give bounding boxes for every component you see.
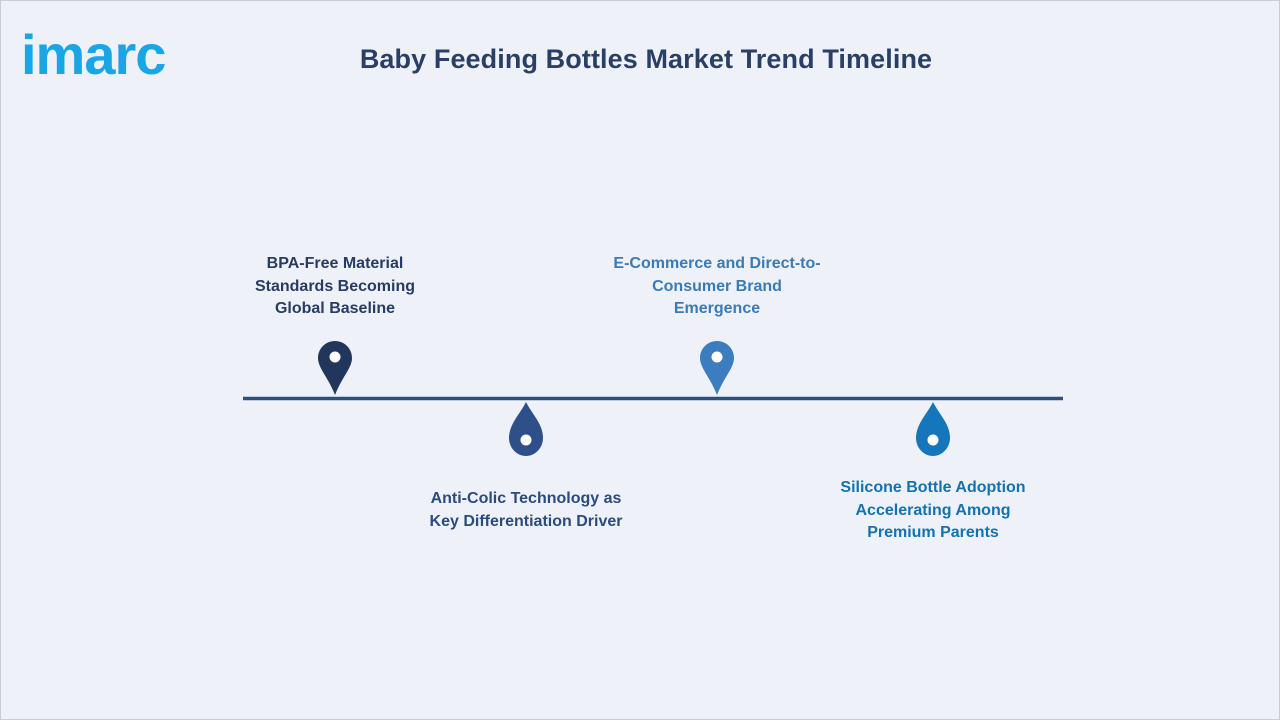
event-label-line: BPA-Free Material	[266, 255, 404, 272]
map-pin-icon	[700, 341, 734, 395]
timeline-event-label: BPA-Free Material Standards Becoming Glo…	[215, 253, 455, 321]
event-label-line: Anti-Colic Technology as	[430, 490, 622, 507]
event-label-line: Premium Parents	[867, 524, 999, 541]
event-label-line: Global Baseline	[274, 300, 396, 317]
event-label-line: Key Differentiation Driver	[429, 512, 623, 530]
event-label-line: Silicone Bottle Adoption	[840, 479, 1026, 496]
map-pin-icon	[318, 341, 352, 395]
event-label-line: E-Commerce and Direct-to-	[613, 255, 821, 272]
event-label-line: Emergence	[673, 300, 761, 317]
droplet-icon	[509, 402, 543, 456]
event-label-line: Consumer Brand	[652, 277, 782, 295]
droplet-icon	[916, 402, 950, 456]
page-title: Baby Feeding Bottles Market Trend Timeli…	[359, 44, 933, 74]
event-label-line: Standards Becoming	[254, 277, 416, 295]
timeline-event-label: Silicone Bottle Adoption Accelerating Am…	[813, 477, 1053, 545]
logo-text: imarc	[21, 23, 165, 81]
timeline-event-label: Anti-Colic Technology as Key Differentia…	[406, 488, 646, 533]
timeline-event-label: E-Commerce and Direct-to- Consumer Brand…	[597, 253, 837, 321]
imarc-logo: imarc	[21, 23, 166, 81]
event-label-line: Accelerating Among	[855, 501, 1011, 519]
